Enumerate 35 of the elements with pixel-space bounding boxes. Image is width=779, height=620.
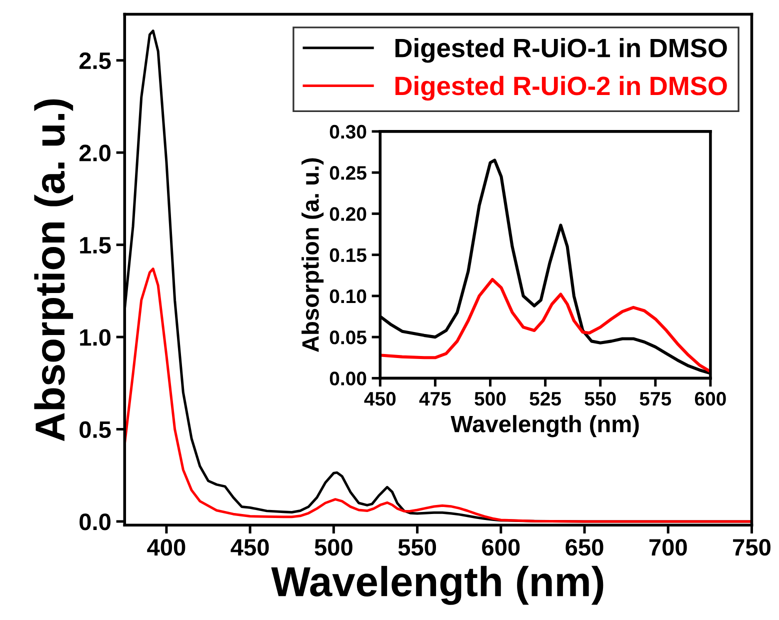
x-tick-label: 650: [566, 538, 604, 556]
x-tick-label: 575: [640, 392, 672, 406]
y-tick-label: 0.5: [80, 421, 111, 438]
x-tick-label: 550: [398, 538, 436, 556]
y-tick-label: 1.0: [80, 329, 110, 346]
legend-label: Digested R-UiO-1 in DMSO: [395, 38, 727, 63]
x-tick-label: 450: [230, 538, 269, 556]
x-axis-title: Wavelength (nm): [271, 566, 604, 605]
x-tick-label: 400: [147, 538, 186, 556]
y-axis-title: Absorption (a. u.): [302, 158, 324, 352]
x-tick-label: 750: [733, 538, 770, 556]
y-tick-label: 0.25: [330, 166, 366, 180]
x-tick-label: 525: [530, 392, 561, 406]
x-tick-label: 550: [584, 392, 616, 406]
x-tick-label: 700: [649, 538, 687, 556]
x-tick-label: 500: [314, 538, 352, 556]
y-tick-label: 0.05: [330, 330, 366, 344]
x-tick-label: 450: [364, 392, 396, 406]
x-tick-label: 475: [419, 392, 451, 406]
y-tick-label: 0.00: [330, 372, 366, 386]
x-axis-title: Wavelength (nm): [450, 415, 639, 438]
y-tick-label: 0.30: [330, 124, 366, 139]
x-tick-label: 500: [474, 392, 506, 406]
y-tick-label: 0.15: [330, 248, 366, 262]
y-tick-label: 2.0: [79, 144, 110, 162]
y-tick-label: 0.10: [330, 289, 366, 304]
legend-label: Digested R-UiO-2 in DMSO: [395, 76, 727, 101]
y-tick-label: 2.5: [79, 52, 111, 70]
y-axis-title: Absorption (a. u.): [34, 99, 74, 442]
x-tick-label: 600: [694, 392, 726, 406]
line-series: [380, 278, 710, 374]
x-tick-label: 600: [482, 538, 520, 556]
y-tick-label: 0.0: [80, 514, 110, 530]
y-tick-label: 0.20: [330, 207, 366, 221]
y-tick-label: 1.5: [80, 237, 111, 254]
